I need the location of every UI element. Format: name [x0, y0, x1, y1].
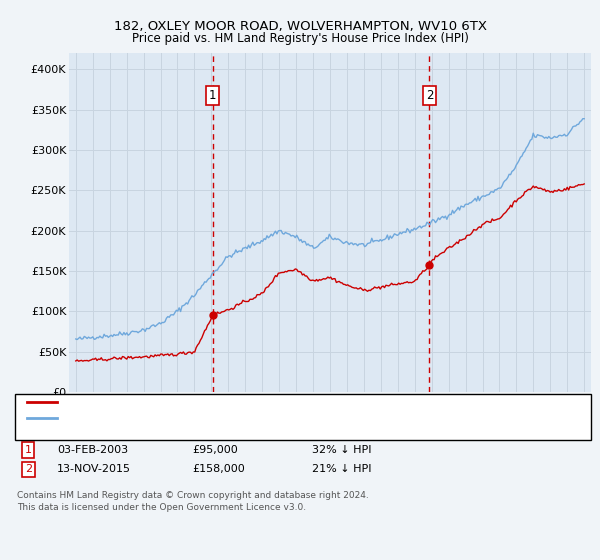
Text: 1: 1	[25, 445, 32, 455]
Text: Price paid vs. HM Land Registry's House Price Index (HPI): Price paid vs. HM Land Registry's House …	[131, 32, 469, 45]
Text: 182, OXLEY MOOR ROAD, WOLVERHAMPTON, WV10 6TX: 182, OXLEY MOOR ROAD, WOLVERHAMPTON, WV1…	[113, 20, 487, 32]
Text: 182, OXLEY MOOR ROAD, WOLVERHAMPTON, WV10 6TX (detached house): 182, OXLEY MOOR ROAD, WOLVERHAMPTON, WV1…	[63, 396, 450, 407]
Text: HPI: Average price, detached house, Wolverhampton: HPI: Average price, detached house, Wolv…	[63, 413, 338, 423]
Text: 21% ↓ HPI: 21% ↓ HPI	[312, 464, 371, 474]
Text: £95,000: £95,000	[192, 445, 238, 455]
Text: 1: 1	[209, 88, 217, 102]
Text: 2: 2	[426, 88, 433, 102]
Text: 2: 2	[25, 464, 32, 474]
Text: 03-FEB-2003: 03-FEB-2003	[57, 445, 128, 455]
Text: 13-NOV-2015: 13-NOV-2015	[57, 464, 131, 474]
Text: 32% ↓ HPI: 32% ↓ HPI	[312, 445, 371, 455]
Text: This data is licensed under the Open Government Licence v3.0.: This data is licensed under the Open Gov…	[17, 503, 306, 512]
Text: Contains HM Land Registry data © Crown copyright and database right 2024.: Contains HM Land Registry data © Crown c…	[17, 491, 368, 500]
Text: £158,000: £158,000	[192, 464, 245, 474]
